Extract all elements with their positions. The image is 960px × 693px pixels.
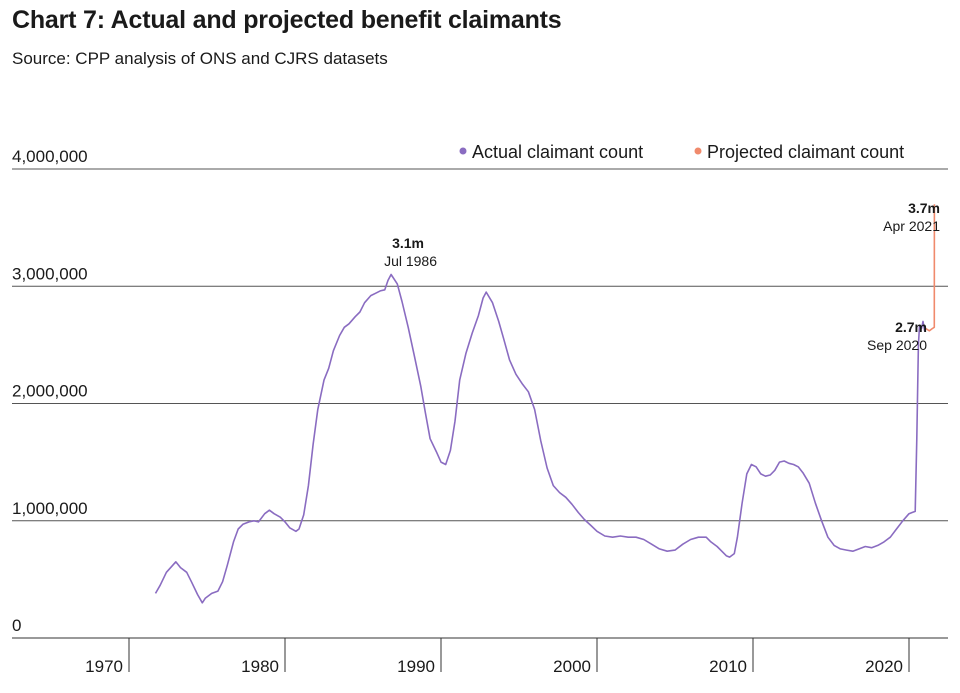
annotation-date: Apr 2021	[883, 218, 940, 234]
y-tick-label: 0	[12, 616, 21, 635]
x-tick-label: 1970	[85, 657, 123, 676]
legend-marker	[694, 147, 702, 155]
x-tick-label: 1980	[241, 657, 279, 676]
legend-label: Actual claimant count	[472, 142, 643, 162]
series-line	[154, 273, 927, 604]
x-tick-label: 2020	[865, 657, 903, 676]
y-tick-label: 1,000,000	[12, 499, 88, 518]
x-axis: 1970 1980 1990 2000 2010 2020	[12, 637, 948, 676]
gridlines	[12, 168, 948, 522]
y-tick-label: 2,000,000	[12, 382, 88, 401]
chart-title: Chart 7: Actual and projected benefit cl…	[12, 6, 562, 34]
series-lines	[154, 204, 936, 604]
y-tick-label: 4,000,000	[12, 147, 88, 166]
chart-subtitle: Source: CPP analysis of ONS and CJRS dat…	[12, 49, 388, 68]
annotations: 3.1m Jul 1986 3.7m Apr 2021 2.7m Sep 2020	[384, 200, 940, 353]
legend-label: Projected claimant count	[707, 142, 904, 162]
annotation-date: Jul 1986	[384, 253, 437, 269]
x-tick-label: 1990	[397, 657, 435, 676]
legend: Actual claimant count Projected claimant …	[459, 142, 904, 162]
annotation-date: Sep 2020	[867, 337, 927, 353]
annotation-value: 2.7m	[895, 319, 927, 335]
series-line	[925, 204, 936, 332]
x-tick-label: 2010	[709, 657, 747, 676]
annotation-value: 3.1m	[392, 235, 424, 251]
annotation-value: 3.7m	[908, 200, 940, 216]
y-axis-labels: 0 1,000,000 2,000,000 3,000,000 4,000,000	[12, 147, 88, 635]
x-tick-label: 2000	[553, 657, 591, 676]
y-tick-label: 3,000,000	[12, 264, 88, 283]
legend-marker	[459, 147, 467, 155]
